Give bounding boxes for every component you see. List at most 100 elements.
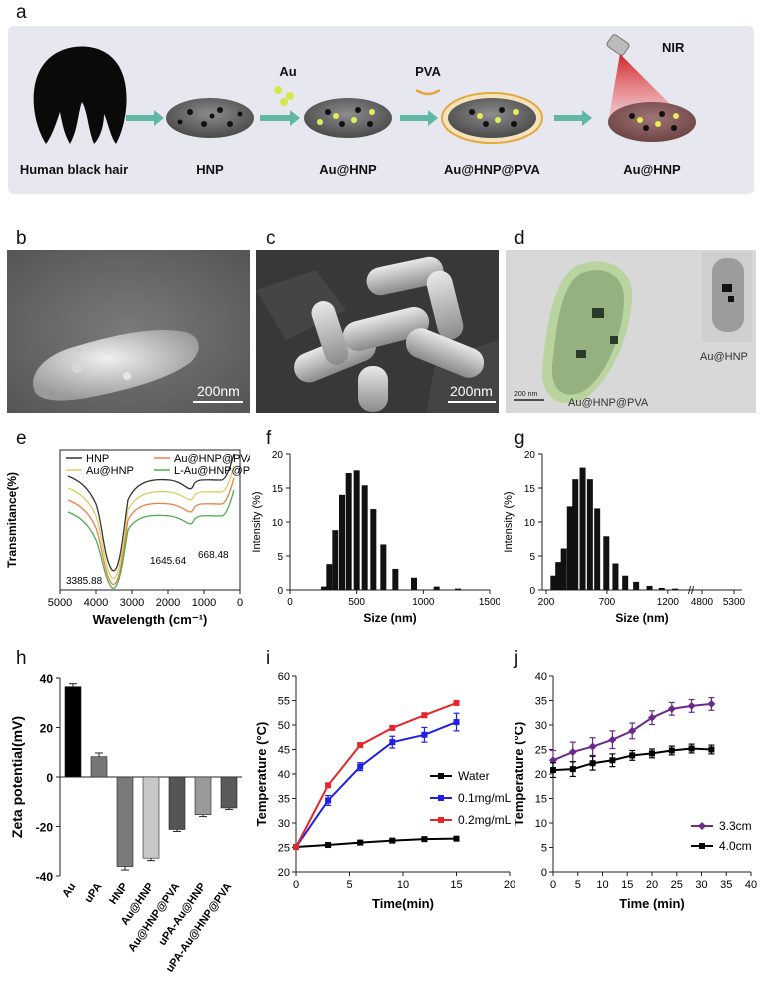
x-tick-label: 20 [646,879,658,891]
histogram-bar [579,467,586,590]
y-tick-label: 60 [278,671,290,683]
zeta-bar [168,776,186,830]
arrow-right-icon [554,110,592,126]
panel-label-d: d [514,228,525,249]
legend-marker [438,773,444,779]
peak-annotation: 1645.64 [150,556,187,567]
data-point [325,782,332,789]
category-label: Au [60,881,78,900]
series-line-hnp [67,453,235,572]
histogram-bar [586,479,593,590]
x-tick-label: 4800 [691,597,714,608]
panel-label-a: a [16,2,27,23]
x-tick-label: 0 [550,879,556,891]
x-tick-label: 1000 [412,597,435,608]
legend-entry: Au@HNP [86,465,134,477]
y-tick-label: 40 [40,672,54,686]
data-point [357,763,364,770]
data-point [453,699,460,706]
zeta-bar [64,686,82,778]
tem-d-svg: Au@HNP Au@HNP@PVA 200 nm [506,250,756,413]
sem-image-b: 200nm [7,250,250,413]
synthesis-scheme: Human black hair HNP Au [8,26,754,194]
x-tick-label: 0 [287,597,293,608]
histogram-bar [603,536,610,590]
x-axis-label: Time(min) [372,896,434,911]
data-point [293,844,299,851]
arrow-right-icon [260,110,300,126]
histogram-bar [658,587,665,590]
y-axis-label: Intensity (%) [503,491,515,552]
x-tick-label: 0 [293,879,299,891]
y-tick-label: 20 [272,450,284,461]
y-tick-label: 5 [277,552,283,563]
au-hnp-particle-icon [304,98,392,138]
y-tick-label: 10 [272,518,284,529]
panel-label-j: j [514,648,519,669]
histogram-bar [345,473,352,590]
data-point [325,797,332,804]
histogram-bar [555,562,562,590]
pva-label: PVA [415,64,441,79]
histogram-bar [370,509,377,590]
tem-inset [702,252,752,342]
data-point [357,742,364,749]
y-tick-label: 50 [278,720,290,732]
series-line-au-hnp-pva [67,477,235,585]
legend-entry: HNP [86,453,109,465]
data-point [325,842,332,849]
x-tick-label: 15 [621,879,633,891]
data-point [453,719,460,726]
y-tick-label: -20 [36,821,54,835]
series-line [295,721,457,848]
tem-main-label: Au@HNP@PVA [568,397,649,409]
au-hnp-irradiated-particle-icon [608,102,696,142]
series-line [295,702,457,848]
x-tick-label: 3000 [120,597,144,609]
y-tick-label: 0 [529,586,535,597]
y-tick-label: 20 [40,722,54,736]
au-hnp-final-label: Au@HNP [623,162,681,177]
x-axis-label: Size (nm) [615,611,668,625]
scale-label: 200nm [450,383,493,399]
zeta-bar [142,776,160,859]
data-point [569,766,576,773]
y-tick-label: -40 [36,870,54,884]
data-point [389,739,396,746]
y-axis-label: Temperature (°C) [254,722,269,827]
x-tick-label: 40 [745,879,757,891]
y-tick-label: 35 [535,696,547,708]
legend-entry: Water [458,769,490,783]
data-point [707,699,716,708]
chart-f: 0 5 10 15 20 0 500 1000 1500 Size (nm) Intensity (… [251,450,500,625]
x-axis-label: Time (min) [619,896,685,911]
chart-i: 20 25 30 35 40 45 50 55 60 0 5 10 15 20 Water 0.1mg/mL 0… [254,671,515,911]
data-point [588,742,597,751]
histogram-bar [339,494,345,590]
x-tick-label: 1200 [657,597,680,608]
panel-label-f: f [266,428,272,449]
data-point [609,757,616,764]
data-point [421,731,428,738]
legend-marker [698,822,706,830]
scheme-svg: Human black hair HNP Au [20,34,696,177]
legend-marker [438,817,444,823]
y-tick-label: 0 [277,586,283,597]
y-tick-label: 45 [278,745,290,757]
y-tick-label: 20 [535,769,547,781]
y-tick-label: 55 [278,696,290,708]
data-point [608,735,617,744]
data-point [453,835,460,842]
x-axis-label: Size (nm) [363,611,416,625]
histogram-bar [332,530,339,590]
x-tick-label: 0 [237,597,243,609]
series-line-l-au-hnp-pva [67,489,235,589]
x-tick-label: 1500 [479,597,500,608]
histogram-bar [633,581,640,590]
arrow-right-icon [126,110,164,126]
legend-entry: Au@HNP@PVA [174,453,250,465]
y-tick-label: 20 [278,867,290,879]
x-tick-label: 30 [695,879,707,891]
histogram-bar [550,575,557,590]
x-tick-label: 500 [348,597,365,608]
